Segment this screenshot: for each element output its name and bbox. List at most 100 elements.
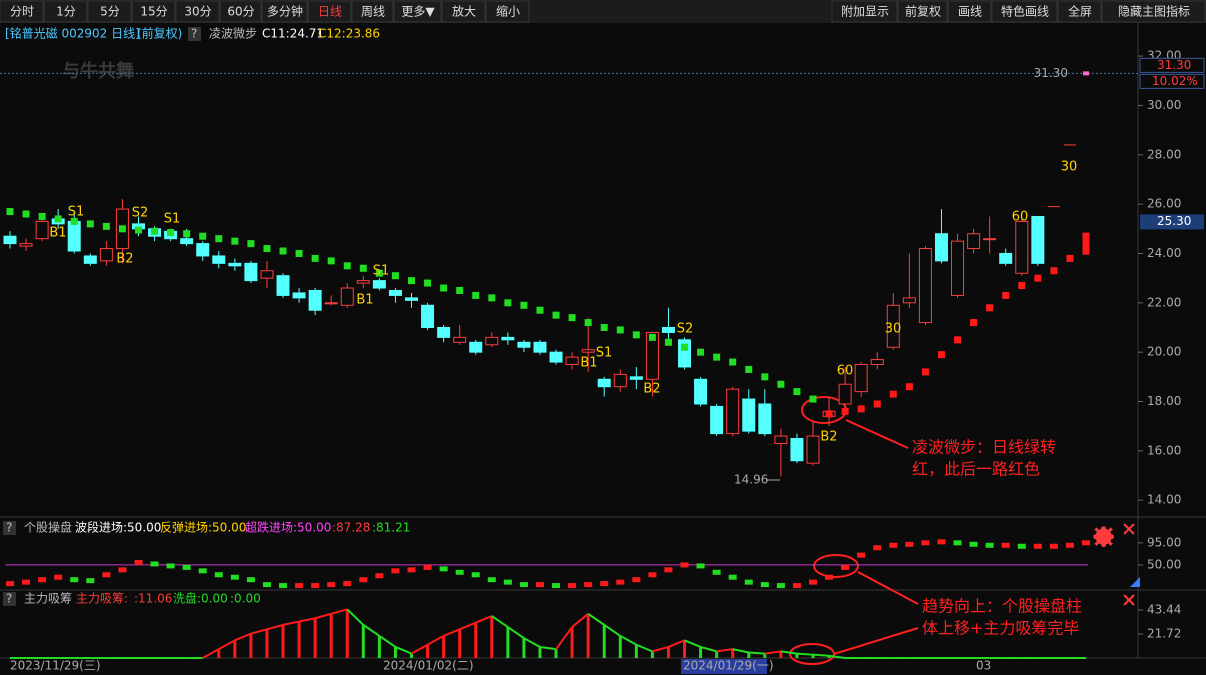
toolbar-label[interactable]: 周线 (361, 5, 385, 19)
toolbar-label[interactable]: 更多▼ (401, 5, 435, 19)
y-tick-label: 43.44 (1147, 603, 1181, 617)
settings-icon[interactable] (1093, 526, 1114, 547)
toolbar-button[interactable] (831, 0, 898, 23)
dash-bar (38, 577, 47, 583)
candle-body (918, 248, 932, 324)
last-price-inline: 31.30 (1034, 66, 1068, 80)
trail-dot (745, 365, 753, 373)
dash-bar (969, 541, 978, 547)
y-tick-label: 26.00 (1147, 197, 1181, 211)
signal-label: S2 (677, 322, 694, 337)
candle-body (212, 255, 226, 264)
toolbar-button[interactable] (991, 0, 1058, 23)
trail-dot (825, 410, 833, 418)
trail-dot (970, 319, 978, 327)
toolbar-button[interactable] (175, 0, 220, 23)
toolbar-label[interactable]: 日线 (318, 5, 342, 19)
trail-dot (70, 217, 78, 225)
trail-dot (905, 383, 913, 391)
toolbar-label[interactable]: 多分钟 (267, 4, 303, 19)
toolbar-button[interactable] (351, 0, 394, 23)
dash-bar (712, 569, 721, 575)
toolbar-button[interactable] (441, 0, 486, 23)
x-tick-label: 2024/01/29(一) (683, 659, 774, 673)
help-box[interactable] (3, 521, 16, 535)
annotation: 体上移+主力吸筹完毕 (922, 619, 1079, 638)
candle-body (3, 235, 17, 245)
candle-body (694, 378, 708, 405)
trail-dot (986, 304, 994, 312)
dash-bar (632, 577, 641, 583)
y-tick-label: 14.00 (1147, 493, 1181, 507)
y-tick-label: 22.00 (1147, 295, 1181, 309)
line-segment (555, 626, 573, 650)
candle-body (405, 297, 418, 301)
candle-body (453, 336, 467, 343)
candle-body (340, 287, 354, 306)
toolbar-button[interactable] (43, 0, 88, 23)
toolbar-button[interactable] (307, 0, 352, 23)
trail-dot (247, 240, 255, 248)
dash-bar (985, 542, 994, 548)
toolbar-label[interactable]: 5分 (100, 5, 120, 19)
legend-item: [铭普光磁 002902 日线] (5, 26, 140, 41)
trail-dot (889, 390, 897, 398)
toolbar-label[interactable]: 隐藏主图指标 (1118, 4, 1190, 19)
trail-dot (279, 247, 287, 255)
trail-dot (761, 373, 769, 381)
toolbar-button[interactable] (1101, 0, 1206, 23)
toolbar-label[interactable]: 画线 (958, 5, 982, 19)
help-box[interactable] (3, 592, 16, 606)
toolbar-button[interactable] (897, 0, 948, 23)
toolbar-label[interactable]: 60分 (227, 5, 254, 19)
trail-dot (552, 311, 560, 319)
signal-label: S2 (132, 206, 149, 221)
toolbar-button[interactable] (219, 0, 262, 23)
toolbar-label[interactable]: 1分 (56, 5, 76, 19)
toolbar-label[interactable]: 附加显示 (841, 5, 889, 19)
arrow-line (857, 571, 919, 605)
dash-bar (792, 583, 801, 589)
close-icon[interactable] (1123, 594, 1135, 606)
help-box[interactable] (188, 27, 201, 41)
toolbar-label[interactable]: 前复权 (905, 4, 941, 19)
toolbar-button[interactable] (131, 0, 176, 23)
dash-bar (728, 574, 737, 580)
signal-label: B2 (643, 382, 660, 397)
trail-dot (568, 314, 576, 322)
toolbar-label[interactable]: 15分 (140, 5, 167, 19)
toolbar-label[interactable]: 放大 (452, 4, 476, 19)
dash-bar (519, 582, 528, 588)
line-segment (459, 621, 477, 631)
candle-body (260, 270, 274, 279)
legend-item: 凌波微步 (209, 27, 257, 41)
candle-body (710, 405, 724, 435)
toolbar-button[interactable] (87, 0, 132, 23)
close-icon[interactable] (1123, 523, 1135, 535)
line-segment (684, 639, 701, 648)
toolbar-button[interactable] (485, 0, 530, 23)
candle-body (35, 220, 49, 240)
trail-dot (86, 220, 94, 228)
dash-bar (857, 552, 866, 558)
toolbar-label[interactable]: 缩小 (496, 4, 520, 19)
toolbar-button[interactable] (0, 0, 44, 23)
toolbar-label[interactable]: 分时 (10, 5, 34, 19)
dash-bar (1017, 543, 1026, 549)
toolbar-button[interactable] (1057, 0, 1102, 23)
toolbar-label[interactable]: 30分 (184, 5, 211, 19)
legend-item: ? (6, 521, 12, 535)
toolbar-button[interactable] (947, 0, 992, 23)
signal-label: S1 (596, 346, 613, 361)
signal-label: B2 (116, 252, 133, 267)
toolbar-button[interactable] (261, 0, 308, 23)
dash-bar (455, 569, 464, 575)
toolbar-label[interactable]: 全屏 (1068, 4, 1092, 19)
trail-dot (600, 323, 608, 331)
line-segment (443, 628, 461, 637)
trail-dot (151, 227, 159, 235)
toolbar-button[interactable] (393, 0, 442, 23)
toolbar-label[interactable]: 特色画线 (1001, 4, 1049, 19)
trail-dot (456, 286, 464, 294)
